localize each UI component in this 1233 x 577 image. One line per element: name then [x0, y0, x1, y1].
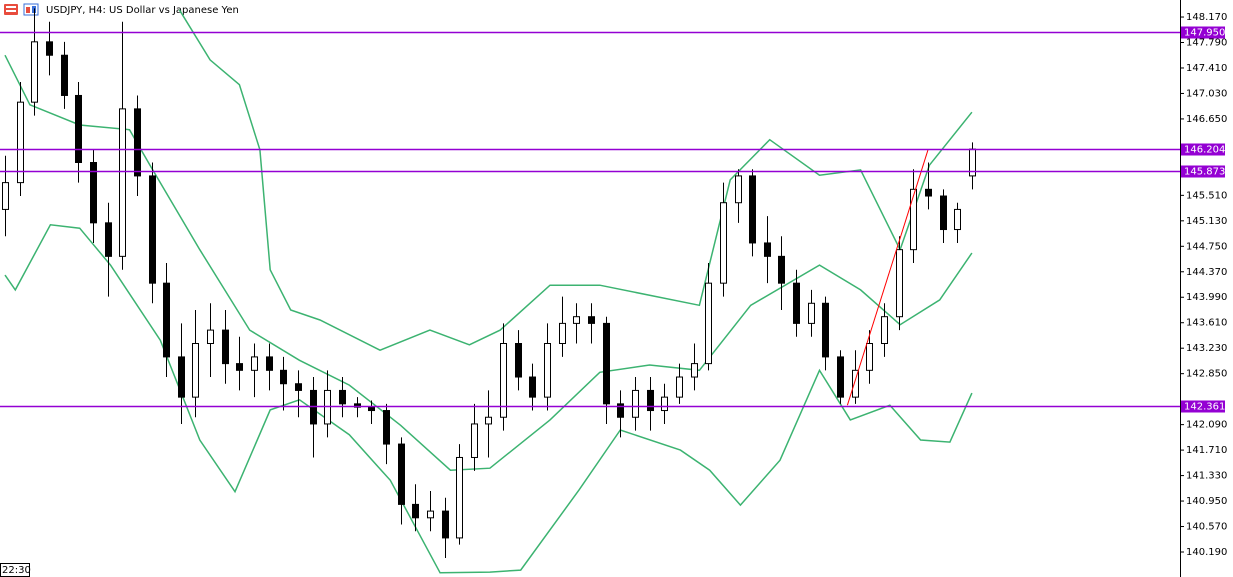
candle-body [632, 389, 639, 418]
candle-body [192, 343, 199, 398]
candle-body [749, 175, 756, 244]
candle-body [647, 389, 654, 412]
candle-body [105, 222, 112, 257]
candle-body [837, 356, 844, 398]
candle-body [427, 510, 434, 519]
candle-body [500, 343, 507, 418]
candle-body [720, 202, 727, 284]
candle-body [529, 376, 536, 398]
y-tick-label: 148.170 [1186, 12, 1227, 23]
candle-body [691, 363, 698, 378]
chart-title: USDJPY, H4: US Dollar vs Japanese Yen [46, 5, 239, 16]
candle-body [485, 416, 492, 425]
candle-body [866, 343, 873, 371]
candle-body [778, 255, 785, 284]
candle-body [266, 356, 273, 371]
y-tick-label: 143.990 [1186, 292, 1227, 303]
candle-body [295, 383, 302, 391]
candle-body [896, 249, 903, 318]
candle-body [75, 94, 82, 164]
level-label: 142.361 [1184, 402, 1225, 413]
candle-body [471, 423, 478, 458]
y-tick-label: 145.510 [1186, 190, 1227, 201]
candle-body [793, 282, 800, 324]
candle-body [236, 363, 243, 371]
candle-body [940, 195, 947, 231]
candle-body [119, 108, 126, 257]
candle-body [222, 329, 229, 365]
candle-body [31, 41, 38, 103]
candle-body [588, 316, 595, 324]
y-tick-label: 147.030 [1186, 88, 1227, 99]
y-tick-label: 144.750 [1186, 241, 1227, 252]
y-tick-label: 147.790 [1186, 38, 1227, 49]
candle-body [163, 282, 170, 358]
candle-body [17, 101, 24, 184]
y-tick-label: 143.610 [1186, 318, 1227, 329]
candle-body [339, 389, 346, 405]
candle-body [515, 343, 522, 378]
candle-body [603, 322, 610, 405]
candle-body [178, 356, 185, 398]
y-tick-label: 140.950 [1186, 496, 1227, 507]
candle-body [617, 403, 624, 418]
candle-body [925, 188, 932, 197]
candle-body [852, 369, 859, 398]
trend-line [846, 149, 929, 406]
candle-body [368, 406, 375, 412]
candle-body [676, 376, 683, 398]
symbol-icons [4, 3, 39, 16]
candle-body [808, 302, 815, 324]
y-tick-label: 140.570 [1186, 522, 1227, 533]
y-tick-label: 143.230 [1186, 343, 1227, 354]
candle-body [544, 343, 551, 398]
time-label: 22:30 [2, 565, 31, 576]
candle-body [705, 282, 712, 365]
y-tick-label: 142.090 [1186, 420, 1227, 431]
level-label: 145.873 [1184, 167, 1225, 178]
y-tick-label: 142.850 [1186, 369, 1227, 380]
candle-body [412, 503, 419, 519]
y-tick-label: 146.650 [1186, 114, 1227, 125]
candle-body [735, 175, 742, 204]
candle-body [61, 54, 68, 96]
y-tick-label: 141.710 [1186, 445, 1227, 456]
candle-body [280, 369, 287, 385]
candle-body [149, 175, 156, 284]
candle-body [456, 456, 463, 539]
candle-body [90, 162, 97, 224]
y-tick-label: 144.370 [1186, 267, 1227, 278]
candle-body [134, 108, 141, 177]
level-label-box [1181, 143, 1225, 156]
candle-body [954, 208, 961, 231]
candle-body [207, 329, 214, 345]
level-label-box [1181, 400, 1225, 413]
level-label-box [1181, 165, 1225, 178]
candle-body [661, 396, 668, 412]
y-tick-label: 141.330 [1186, 471, 1227, 482]
candle-body [442, 510, 449, 539]
level-label: 147.950 [1184, 28, 1225, 39]
candle-body [573, 316, 580, 324]
candle-body [559, 322, 566, 345]
candle-body [251, 356, 258, 371]
candle-body [881, 316, 888, 345]
y-tick-label: 140.190 [1186, 547, 1227, 558]
y-tick-label: 147.410 [1186, 63, 1227, 74]
candle-body [2, 182, 9, 210]
y-tick-label: 145.130 [1186, 216, 1227, 227]
candle-body [822, 302, 829, 358]
candle-body [46, 41, 53, 56]
candle-body [910, 188, 917, 251]
level-label-box [1181, 26, 1225, 39]
candle-body [764, 242, 771, 257]
candle-body [398, 443, 405, 505]
candle-body [383, 410, 390, 445]
level-label: 146.204 [1184, 145, 1225, 156]
